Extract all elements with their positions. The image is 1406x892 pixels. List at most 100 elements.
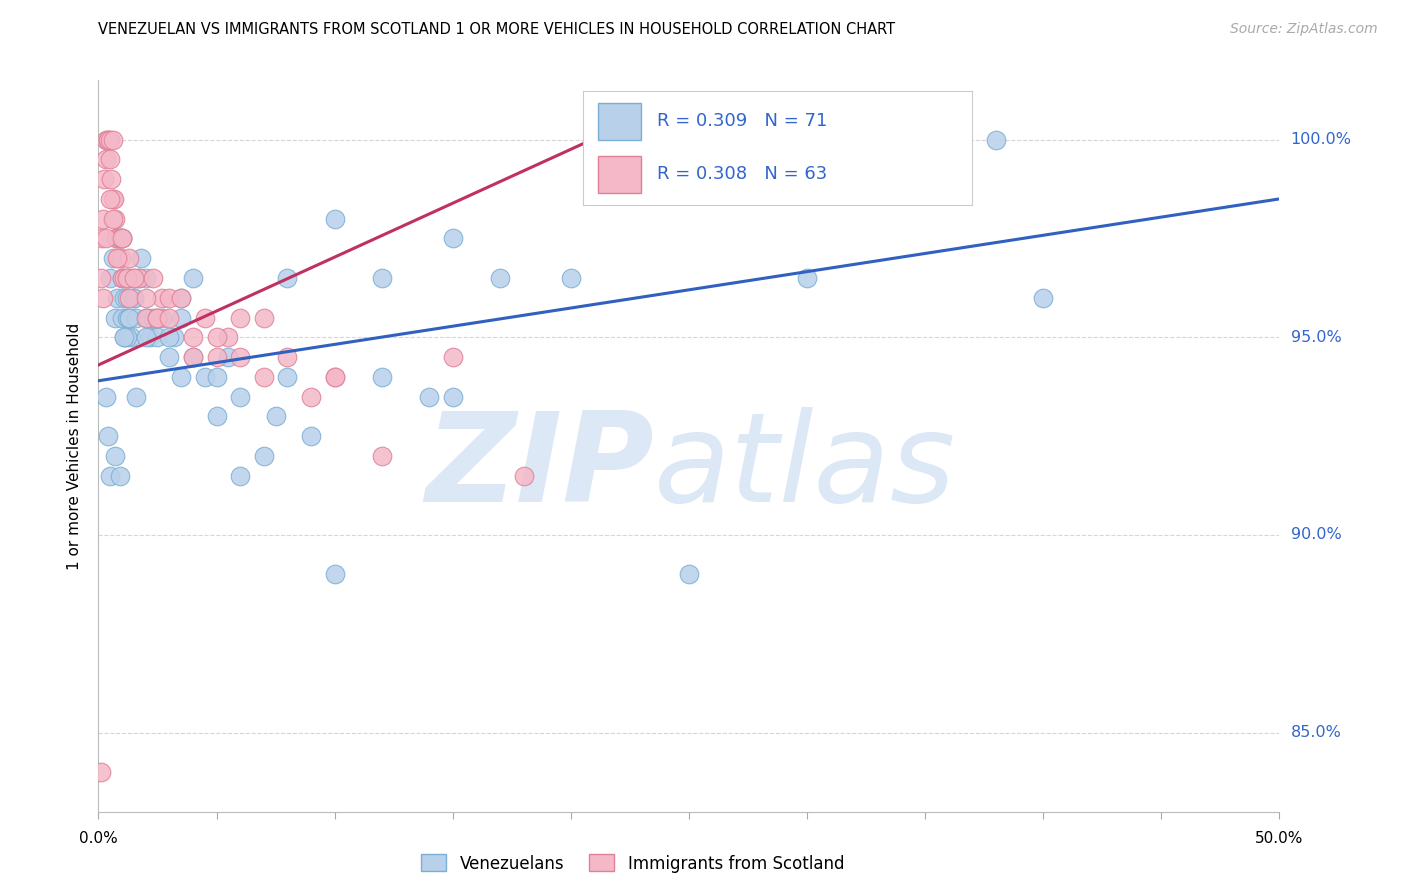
Point bbox=[135, 271, 157, 285]
Point bbox=[94, 390, 117, 404]
Point bbox=[205, 369, 228, 384]
Point bbox=[276, 271, 298, 285]
Point bbox=[98, 132, 121, 146]
Point bbox=[150, 291, 173, 305]
Point bbox=[125, 310, 148, 325]
Point bbox=[100, 172, 122, 186]
Point bbox=[217, 330, 239, 344]
Point bbox=[163, 330, 186, 344]
Point bbox=[146, 310, 169, 325]
Point bbox=[194, 369, 217, 384]
Point bbox=[103, 192, 125, 206]
Point bbox=[678, 567, 700, 582]
Point bbox=[253, 449, 276, 463]
Point bbox=[229, 390, 252, 404]
Point bbox=[111, 231, 134, 245]
Point bbox=[371, 271, 394, 285]
Point bbox=[170, 291, 193, 305]
Point bbox=[111, 271, 134, 285]
Point bbox=[229, 350, 252, 364]
Point bbox=[323, 567, 346, 582]
Text: 90.0%: 90.0% bbox=[1291, 527, 1341, 542]
Point bbox=[91, 231, 114, 245]
Point bbox=[1032, 291, 1054, 305]
Point bbox=[984, 132, 1007, 146]
Point bbox=[181, 350, 204, 364]
Point bbox=[112, 330, 135, 344]
Point bbox=[146, 330, 169, 344]
Point bbox=[101, 132, 124, 146]
Point bbox=[101, 211, 124, 226]
Point bbox=[121, 330, 143, 344]
Point bbox=[122, 291, 145, 305]
Point bbox=[205, 350, 228, 364]
Point bbox=[441, 350, 464, 364]
Point bbox=[93, 172, 115, 186]
Point bbox=[135, 310, 157, 325]
Point bbox=[142, 310, 165, 325]
Point bbox=[371, 369, 394, 384]
Point bbox=[157, 330, 180, 344]
Point bbox=[914, 132, 936, 146]
Point bbox=[111, 231, 134, 245]
Point bbox=[112, 291, 135, 305]
Point bbox=[229, 468, 252, 483]
Point bbox=[104, 449, 127, 463]
Point bbox=[94, 231, 117, 245]
Point bbox=[371, 449, 394, 463]
Point bbox=[98, 468, 121, 483]
Point bbox=[323, 369, 346, 384]
Point bbox=[299, 429, 322, 443]
Text: 95.0%: 95.0% bbox=[1291, 330, 1341, 345]
Point bbox=[229, 310, 252, 325]
Point bbox=[276, 350, 298, 364]
Point bbox=[110, 251, 132, 265]
Point bbox=[107, 251, 129, 265]
Point bbox=[90, 765, 112, 780]
Text: Source: ZipAtlas.com: Source: ZipAtlas.com bbox=[1230, 22, 1378, 37]
Point bbox=[796, 271, 818, 285]
Point bbox=[489, 271, 512, 285]
Point bbox=[135, 330, 157, 344]
Point bbox=[125, 390, 148, 404]
Point bbox=[101, 192, 124, 206]
Text: atlas: atlas bbox=[654, 408, 956, 528]
Point bbox=[91, 211, 114, 226]
Point bbox=[122, 291, 145, 305]
Point bbox=[136, 310, 159, 325]
Text: 100.0%: 100.0% bbox=[1291, 132, 1351, 147]
Text: 50.0%: 50.0% bbox=[1256, 831, 1303, 847]
Point bbox=[108, 468, 131, 483]
Point bbox=[146, 310, 169, 325]
Text: VENEZUELAN VS IMMIGRANTS FROM SCOTLAND 1 OR MORE VEHICLES IN HOUSEHOLD CORRELATI: VENEZUELAN VS IMMIGRANTS FROM SCOTLAND 1… bbox=[98, 22, 896, 37]
Point bbox=[139, 330, 162, 344]
Point bbox=[91, 291, 114, 305]
Legend: Venezuelans, Immigrants from Scotland: Venezuelans, Immigrants from Scotland bbox=[415, 847, 851, 880]
Point bbox=[111, 271, 134, 285]
Point bbox=[560, 271, 582, 285]
Point bbox=[122, 271, 145, 285]
Point bbox=[157, 310, 180, 325]
Point bbox=[115, 291, 138, 305]
Point bbox=[157, 291, 180, 305]
Point bbox=[135, 291, 157, 305]
Point bbox=[105, 231, 128, 245]
Point bbox=[112, 271, 135, 285]
Point bbox=[418, 390, 440, 404]
Point bbox=[142, 271, 165, 285]
Point bbox=[118, 271, 141, 285]
Point bbox=[194, 310, 217, 325]
Point bbox=[323, 211, 346, 226]
Point bbox=[181, 330, 204, 344]
Point bbox=[94, 132, 117, 146]
Point bbox=[115, 271, 138, 285]
Point bbox=[122, 271, 145, 285]
Text: ZIP: ZIP bbox=[425, 408, 654, 528]
Point bbox=[118, 310, 141, 325]
Point bbox=[98, 192, 121, 206]
Point bbox=[323, 369, 346, 384]
Point bbox=[98, 271, 121, 285]
Point bbox=[205, 330, 228, 344]
Point bbox=[105, 251, 128, 265]
Point bbox=[181, 350, 204, 364]
